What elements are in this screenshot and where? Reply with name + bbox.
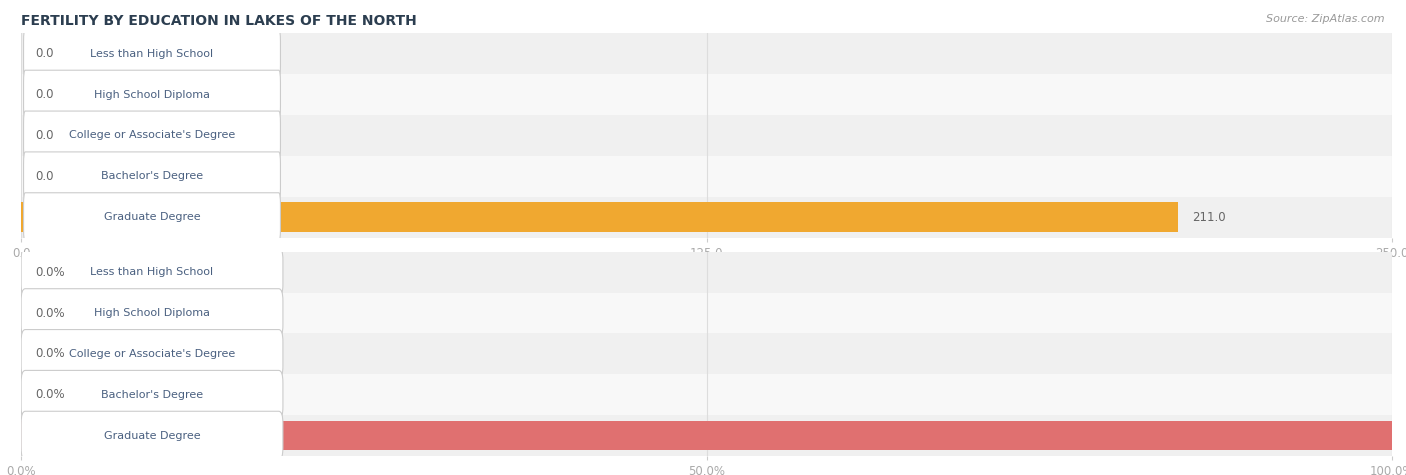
Text: Less than High School: Less than High School — [90, 48, 214, 59]
Text: 0.0%: 0.0% — [35, 306, 65, 320]
Text: 0.0: 0.0 — [35, 129, 53, 142]
Text: Source: ZipAtlas.com: Source: ZipAtlas.com — [1267, 14, 1385, 24]
FancyBboxPatch shape — [21, 248, 283, 296]
Text: Graduate Degree: Graduate Degree — [104, 212, 200, 222]
FancyBboxPatch shape — [21, 370, 283, 419]
Bar — [21, 156, 1392, 197]
Text: 0.0%: 0.0% — [35, 388, 65, 401]
Text: High School Diploma: High School Diploma — [94, 308, 209, 318]
Bar — [21, 374, 1392, 415]
Bar — [21, 33, 1392, 74]
Text: High School Diploma: High School Diploma — [94, 89, 209, 100]
Bar — [21, 202, 1178, 232]
Bar — [21, 197, 1392, 238]
Bar — [21, 293, 1392, 333]
Text: 0.0%: 0.0% — [35, 347, 65, 361]
FancyBboxPatch shape — [21, 411, 283, 460]
Bar — [21, 421, 1392, 450]
Text: 0.0: 0.0 — [35, 88, 53, 101]
Text: Bachelor's Degree: Bachelor's Degree — [101, 390, 202, 400]
Bar — [21, 74, 1392, 115]
FancyBboxPatch shape — [24, 29, 280, 78]
Text: 0.0%: 0.0% — [35, 266, 65, 279]
Text: 211.0: 211.0 — [1192, 210, 1226, 224]
FancyBboxPatch shape — [24, 193, 280, 241]
Text: College or Associate's Degree: College or Associate's Degree — [69, 349, 235, 359]
Text: Graduate Degree: Graduate Degree — [104, 430, 200, 441]
Bar — [21, 252, 1392, 293]
Text: Less than High School: Less than High School — [90, 267, 214, 277]
Bar — [21, 415, 1392, 456]
FancyBboxPatch shape — [24, 152, 280, 200]
Text: 0.0: 0.0 — [35, 47, 53, 60]
Bar — [21, 115, 1392, 156]
FancyBboxPatch shape — [21, 289, 283, 337]
Text: FERTILITY BY EDUCATION IN LAKES OF THE NORTH: FERTILITY BY EDUCATION IN LAKES OF THE N… — [21, 14, 416, 28]
Text: 0.0: 0.0 — [35, 170, 53, 183]
FancyBboxPatch shape — [24, 111, 280, 160]
Bar — [21, 333, 1392, 374]
Text: Bachelor's Degree: Bachelor's Degree — [101, 171, 202, 181]
Text: College or Associate's Degree: College or Associate's Degree — [69, 130, 235, 141]
FancyBboxPatch shape — [21, 330, 283, 378]
FancyBboxPatch shape — [24, 70, 280, 119]
